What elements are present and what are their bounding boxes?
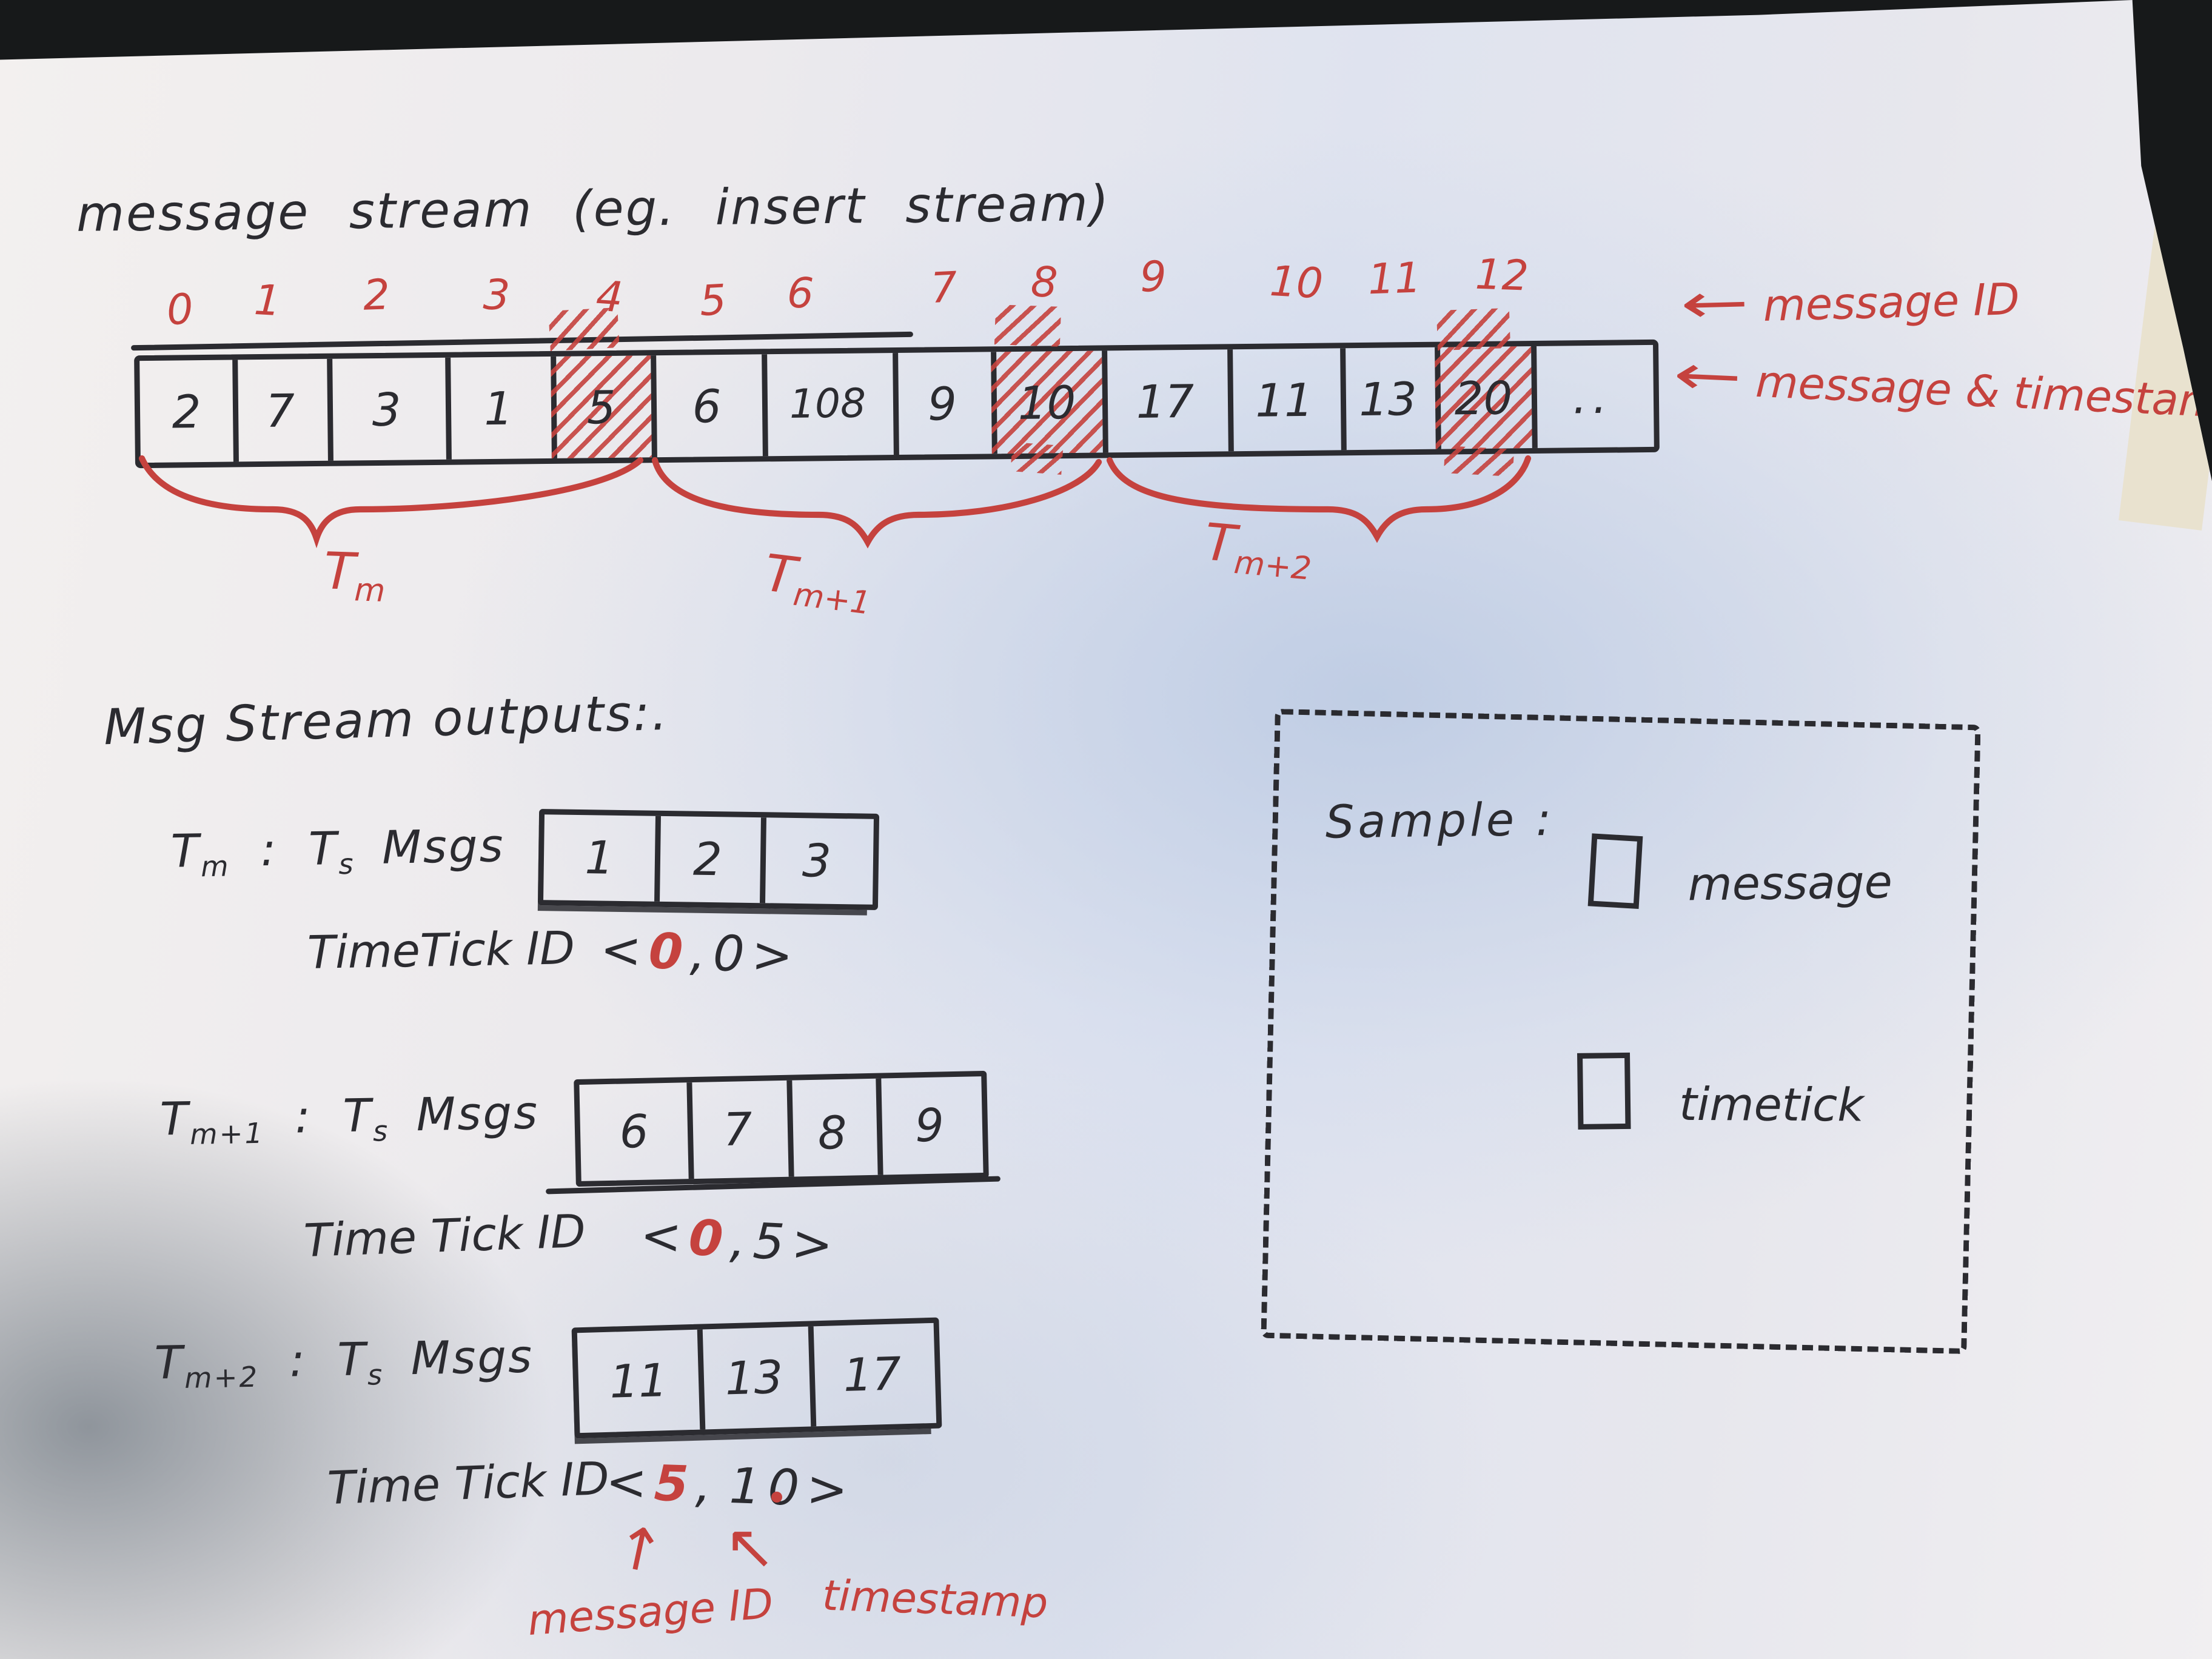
up-arrow-icon: ↑ (608, 1510, 671, 1589)
stream-index: 10 (1269, 259, 1324, 309)
output-msg: 3 (802, 834, 832, 888)
stream-index: 6 (786, 270, 815, 319)
sketch-stroke (131, 331, 913, 351)
hatch-spill (548, 307, 620, 351)
stream-index: 9 (1139, 254, 1168, 303)
stream-cell-timetick: 20 (1435, 346, 1538, 449)
stream-cell: 17 (1102, 349, 1234, 453)
up-left-arrow-icon: ↖ (724, 1512, 776, 1584)
stream-cell: 2 (139, 360, 239, 463)
output-msgs-box-tm: 1 2 3 (537, 809, 880, 910)
output-msg: 7 (686, 1080, 794, 1179)
stream-index: 1 (253, 277, 282, 327)
footnote-timestamp: timestamp (821, 1573, 1049, 1629)
stream-cell-ellipsis: .. (1572, 370, 1613, 423)
row-label-tm2: Tm+2 : Ts Msgs (154, 1330, 534, 1395)
output-msg: 1 (543, 814, 661, 902)
stream-index: 2 (362, 272, 391, 321)
output-msg: 8 (786, 1078, 883, 1177)
message-box-icon (1587, 833, 1643, 910)
table-surface-sliver (2119, 0, 2212, 531)
row-label-tm: Tm : Ts Msgs (170, 819, 506, 884)
stream-cell-timetick: 10 (991, 350, 1108, 454)
output-msg: 17 (842, 1347, 902, 1402)
stream-index: 5 (699, 277, 728, 327)
stream-cell: 108 (762, 352, 899, 457)
ticklabel-tm2: Time Tick ID (326, 1452, 611, 1515)
window-label-tm: Tm (323, 541, 386, 611)
hatch-spill (1010, 442, 1064, 475)
footnote-message-id: message ID (526, 1581, 775, 1646)
window-label-tm1: Tm+1 (761, 543, 873, 623)
hatch-spill (994, 304, 1062, 347)
stream-index: 8 (1030, 259, 1059, 309)
pen-dot (771, 1492, 782, 1503)
left-arrow-icon: ← (1672, 343, 1743, 411)
output-msgs-box-tm2: 11 13 17 (571, 1317, 942, 1439)
output-msg: 2 (654, 816, 766, 903)
stream-cell: 7 (232, 358, 333, 462)
message-stream-box: 2 7 3 1 5 6 108 9 10 17 11 13 20 .. (134, 339, 1660, 469)
stream-index: 12 (1474, 252, 1530, 301)
stream-cell: 13 (1340, 347, 1441, 451)
output-msg: 11 (577, 1329, 706, 1433)
ticklabel-tm1: Time Tick ID (303, 1204, 587, 1268)
legend-box: Sample : message timetick (1261, 708, 1981, 1355)
left-arrow-icon: ← (1679, 272, 1750, 338)
output-msg: 13 (697, 1326, 817, 1430)
stream-cell: 1 (445, 356, 557, 460)
tickval-tm: <0,0> (599, 922, 802, 986)
stream-index: 3 (482, 272, 511, 321)
legend-timetick-label: timetick (1679, 1078, 1864, 1132)
window-label-tm2: Tm+2 (1202, 512, 1313, 589)
tickval-tm2: <5, 10> (605, 1454, 856, 1520)
ticklabel-tm: TimeTick ID (307, 922, 575, 979)
annotation-message-timestamp: ← message & timestamp (1672, 343, 2212, 429)
legend-title: Sample : (1325, 793, 1555, 849)
output-msg: 9 (914, 1099, 945, 1153)
row-label-tm1: Tm+1 : Ts Msgs (159, 1086, 540, 1151)
stream-cell-timetick: 5 (551, 355, 657, 458)
stream-cell: 3 (327, 357, 452, 461)
stream-cell: 9 (893, 352, 997, 455)
output-msgs-box-tm1: 6 7 8 9 (574, 1070, 989, 1187)
timetick-box-icon (1577, 1052, 1631, 1130)
hatch-spill (1443, 446, 1515, 477)
page-title: message stream (eg. insert stream) (76, 176, 1111, 244)
legend-message-label: message (1687, 856, 1893, 911)
outputs-heading: Msg Stream outputs:. (102, 685, 670, 757)
stream-index: 7 (930, 264, 959, 314)
stream-cell: 11 (1227, 348, 1347, 452)
hatch-spill (1436, 307, 1511, 351)
annotation-message-id: ← message ID (1679, 272, 2020, 338)
stream-cell: 6 (651, 354, 768, 458)
stream-index: 11 (1367, 255, 1423, 305)
tickval-tm1: <0,5> (638, 1208, 842, 1275)
stream-index: 0 (165, 286, 195, 336)
output-msg: 6 (579, 1082, 694, 1181)
